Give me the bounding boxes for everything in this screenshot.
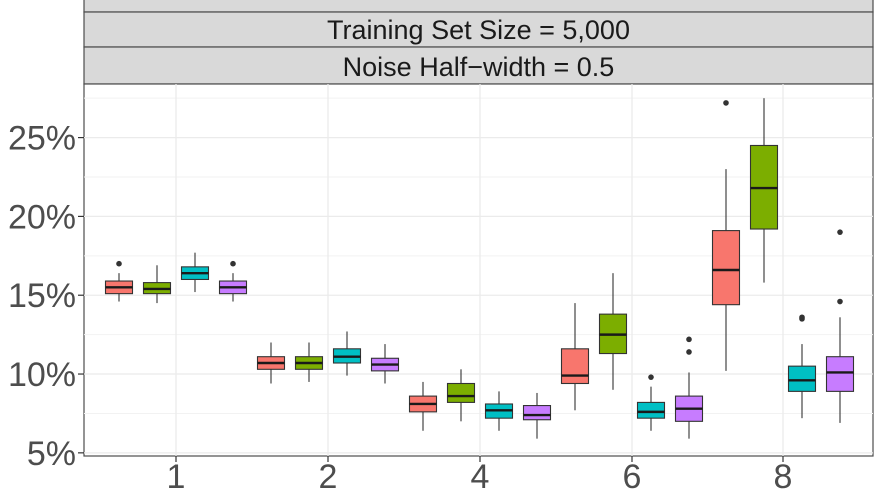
box-body (560, 348, 590, 385)
x-axis: 1 2 4 6 8 (167, 456, 793, 496)
outlier-point (837, 229, 843, 235)
box-body (446, 382, 476, 403)
box (104, 260, 134, 302)
y-tick-label: 5% (27, 435, 76, 473)
box (370, 344, 400, 384)
x-tick-label: 4 (471, 458, 490, 496)
y-tick-label: 20% (8, 198, 76, 236)
facet-strip-1 (83, 11, 874, 48)
box (256, 342, 286, 384)
facet-strip-1-label: Training Set Size = 5,000 (327, 15, 630, 45)
strip-top-background (83, 0, 874, 13)
box (787, 314, 817, 419)
x-tick-label: 6 (623, 458, 642, 496)
facet-strip-2-label: Noise Half−width = 0.5 (343, 52, 615, 82)
x-tick-label: 1 (167, 458, 186, 496)
outlier-point (799, 314, 805, 321)
outlier-point (837, 298, 843, 305)
outlier-point (116, 260, 122, 267)
box-body (636, 401, 666, 419)
y-tick-label: 25% (8, 120, 76, 158)
box-body (711, 230, 741, 306)
box-body (522, 405, 552, 421)
box (218, 260, 248, 302)
outlier-point (723, 100, 729, 106)
box (522, 392, 552, 439)
facet-strip-2 (83, 46, 874, 85)
box-series (104, 98, 855, 439)
y-tick-label: 15% (8, 277, 76, 315)
box (598, 273, 628, 390)
box (446, 369, 476, 422)
box (825, 229, 855, 423)
box (711, 100, 741, 371)
y-tick-label: 10% (8, 356, 76, 394)
box-body (787, 365, 817, 392)
box (142, 265, 172, 304)
x-tick-label: 8 (774, 458, 793, 496)
box (484, 391, 514, 431)
outlier-point (648, 374, 654, 380)
y-axis: 5% 10% 15% 20% 25% (8, 120, 84, 473)
gridlines (84, 84, 873, 456)
box (408, 381, 438, 431)
box (749, 98, 779, 283)
outlier-point (686, 349, 692, 355)
box (636, 374, 666, 431)
outlier-point (686, 336, 692, 343)
plot-panel (83, 83, 874, 457)
box-body (825, 356, 855, 392)
box (560, 303, 590, 411)
box (332, 331, 362, 376)
box (294, 342, 324, 382)
x-tick-label: 2 (319, 458, 338, 496)
box (180, 252, 210, 293)
outlier-point (230, 260, 236, 267)
box (674, 336, 704, 439)
